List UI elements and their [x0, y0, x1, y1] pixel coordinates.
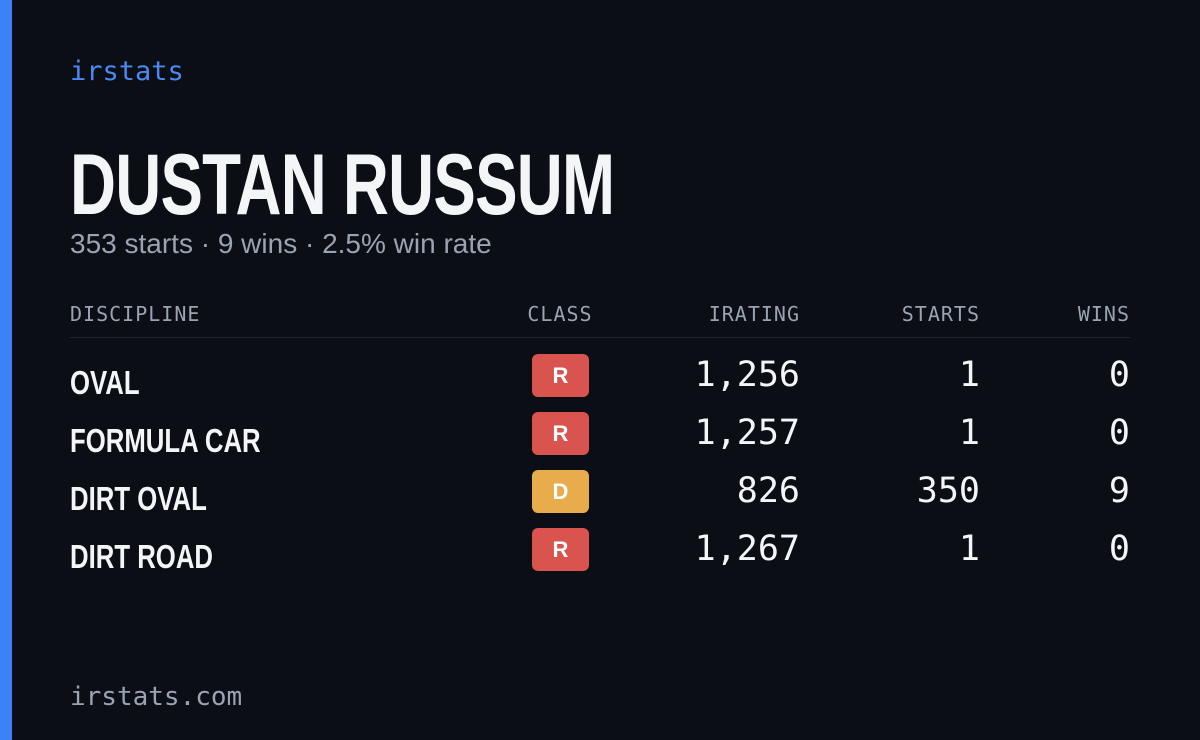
accent-bar — [0, 0, 12, 740]
starts: 350 — [916, 471, 980, 511]
driver-name: DUSTAN RUSSUM — [70, 137, 615, 233]
class-badge: D — [532, 470, 589, 513]
column-header: STARTS — [901, 302, 980, 326]
discipline: DIRT OVAL — [70, 480, 207, 517]
class-badge: R — [532, 412, 589, 455]
column-header: DISCIPLINE — [70, 302, 201, 326]
wins: 0 — [1108, 529, 1130, 569]
irating: 1,256 — [694, 355, 800, 395]
irating: 1,267 — [694, 529, 800, 569]
discipline: OVAL — [70, 364, 140, 401]
discipline: DIRT ROAD — [70, 538, 213, 575]
wins: 0 — [1108, 413, 1130, 453]
footer: irstats.com — [70, 682, 243, 712]
brand: irstats — [70, 56, 184, 87]
header-rule — [70, 337, 1130, 338]
wins: 0 — [1108, 355, 1130, 395]
irating: 826 — [736, 471, 800, 511]
column-header: IRATING — [708, 302, 800, 326]
class-badge: R — [532, 354, 589, 397]
starts: 1 — [958, 529, 980, 569]
wins: 9 — [1108, 471, 1130, 511]
irating: 1,257 — [694, 413, 800, 453]
class-badge: R — [532, 528, 589, 571]
starts: 1 — [958, 355, 980, 395]
starts: 1 — [958, 413, 980, 453]
column-header: CLASS — [527, 302, 593, 326]
driver-summary: 353 starts · 9 wins · 2.5% win rate — [70, 228, 492, 259]
column-header: WINS — [1077, 302, 1130, 326]
discipline: FORMULA CAR — [70, 422, 261, 459]
